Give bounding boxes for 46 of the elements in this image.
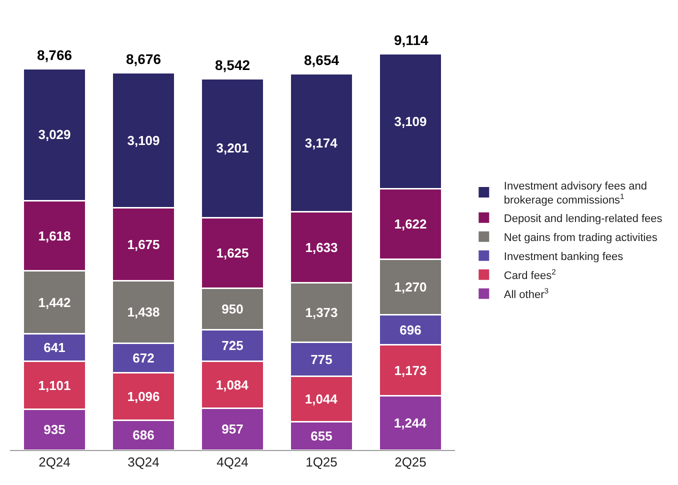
data-label: 3,109 [127,132,160,148]
data-label: 3,174 [304,135,338,150]
data-label: 1,173 [394,362,427,378]
total-label: 8,654 [304,52,340,68]
data-label: 1,044 [304,391,338,406]
legend-label: Deposit and lending-related fees [504,212,663,225]
data-label: 3,029 [38,127,71,142]
data-label: 1,438 [127,304,160,320]
data-label: 935 [44,422,66,438]
data-label: 1,442 [38,294,71,310]
data-label: 1,270 [394,280,427,295]
data-label: 1,096 [127,388,160,404]
data-label: 672 [132,350,154,366]
data-label: 1,084 [216,377,250,392]
data-label: 641 [44,340,66,356]
data-label: 1,244 [394,415,428,430]
data-label: 1,622 [394,216,427,232]
legend-label: Net gains from trading activities [504,232,658,244]
data-label: 725 [222,338,244,354]
data-label: 775 [310,352,332,367]
data-label: 655 [310,428,332,444]
data-label: 1,373 [305,305,338,320]
data-label: 1,618 [38,228,71,244]
total-label: 8,766 [37,47,72,63]
data-label: 686 [132,428,154,443]
x-tick-label: 1Q25 [306,454,338,470]
data-label: 3,109 [394,114,427,129]
total-label: 8,542 [215,57,250,73]
legend-label: Investment banking fees [504,250,624,263]
legend-label: Card fees$^{2}$ [504,267,556,282]
x-tick-label: 4Q24 [216,454,248,470]
data-label: 1,675 [127,236,160,252]
x-tick-label: 2Q24 [38,454,70,470]
data-label: 1,101 [38,378,71,393]
data-label: 957 [222,422,244,437]
data-label: 950 [222,302,244,317]
total-label: 8,676 [126,51,162,67]
data-label: 1,625 [216,246,249,261]
data-label: 696 [400,322,422,338]
legend-label: All other$^{3}$ [504,286,549,301]
data-label: 3,201 [216,140,249,156]
total-label: 9,114 [394,32,428,48]
x-tick-label: 3Q24 [128,454,160,470]
data-label: 1,633 [305,240,338,255]
legend-label: Investment advisory fees and brokerage commissions$^{1}$ [504,180,647,207]
x-tick-label: 2Q25 [394,454,426,470]
